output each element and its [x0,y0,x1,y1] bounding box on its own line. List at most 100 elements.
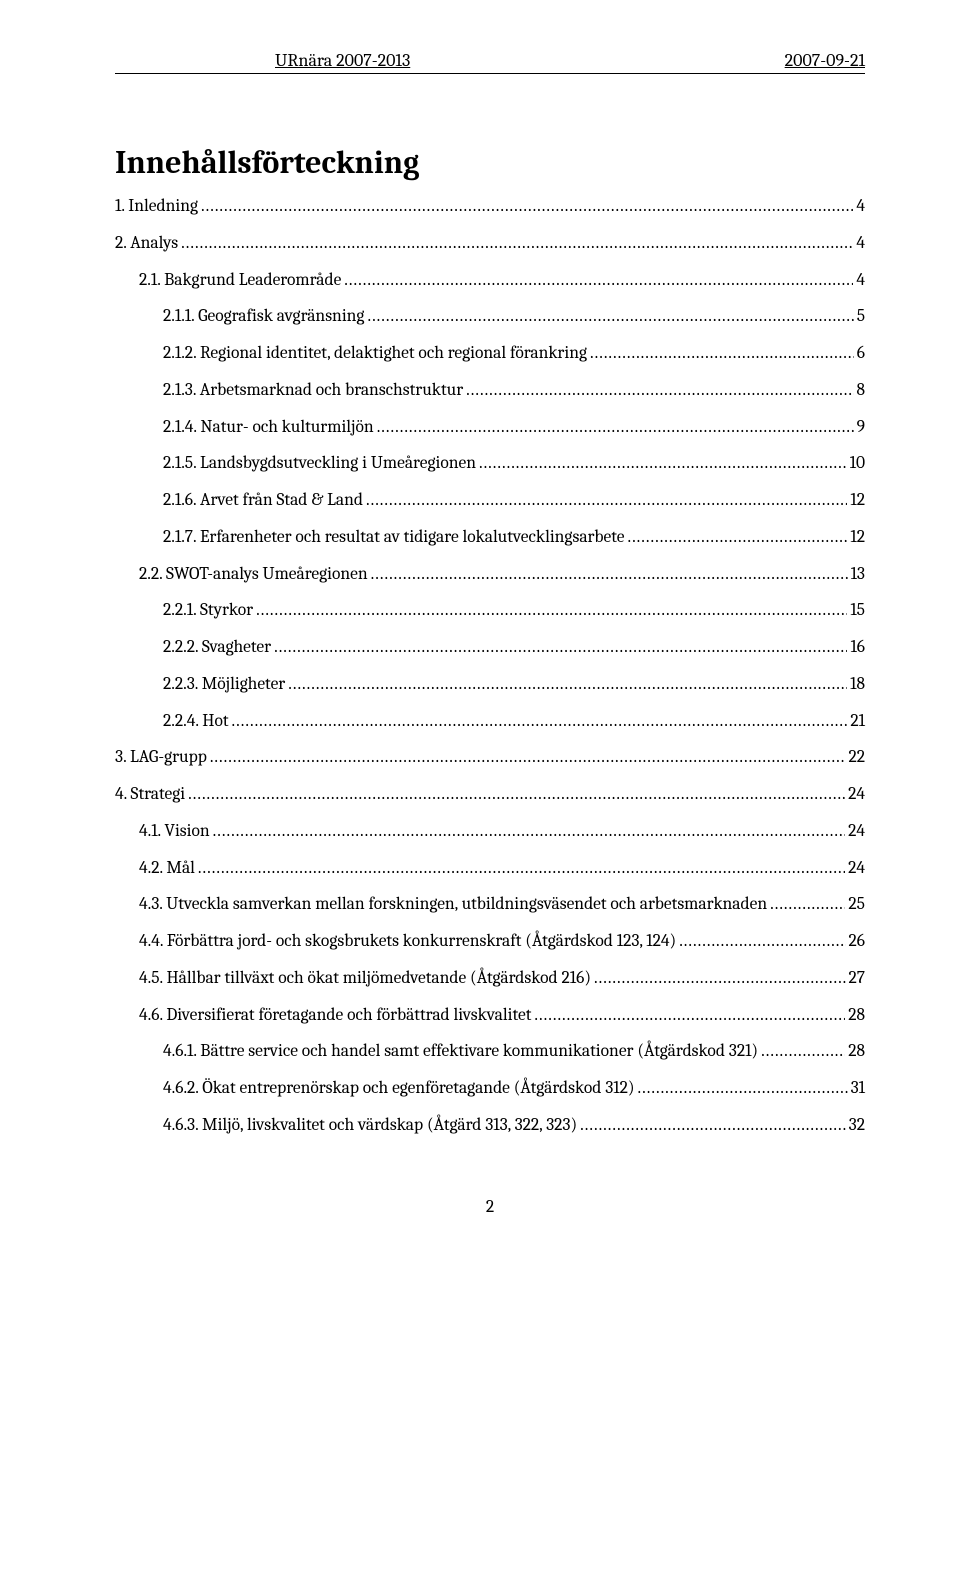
toc-dot-leader [210,746,846,769]
toc-entry-label: 4.6.3. Miljö, livskvalitet och värdskap … [163,1114,577,1137]
toc-dot-leader [590,342,854,365]
toc-dot-leader [366,489,847,512]
toc-entry-page: 15 [850,599,865,622]
toc-entry-page: 18 [850,673,865,696]
toc-dot-leader [371,563,848,586]
toc-entry: 2.1.6. Arvet från Stad & Land 12 [163,489,865,512]
toc-entry-label: 3. LAG-grupp [115,746,207,769]
toc-entry: 4.6. Diversifierat företagande och förbä… [139,1004,865,1027]
toc-entry-page: 13 [851,563,865,586]
toc-dot-leader [256,599,847,622]
toc-entry-label: 2.2.4. Hot [163,710,229,733]
toc-dot-leader [479,452,847,475]
toc-dot-leader [367,305,853,328]
toc-entry-label: 2.1. Bakgrund Leaderområde [139,269,341,292]
toc-entry: 2.2. SWOT-analys Umeåregionen13 [139,563,865,586]
toc-entry-label: 2.1.3. Arbetsmarknad och branschstruktur [163,379,463,402]
toc-entry-label: 1. Inledning [115,195,198,218]
toc-entry-label: 2.1.5. Landsbygdsutveckling i Umeåregion… [163,452,476,475]
table-of-contents: 1. Inledning42. Analys42.1. Bakgrund Lea… [115,195,865,1137]
toc-entry: 2.2.3. Möjligheter 18 [163,673,865,696]
toc-entry-page: 12 [850,526,865,549]
toc-entry-page: 4 [856,195,865,218]
toc-dot-leader [638,1077,848,1100]
toc-entry: 2.2.1. Styrkor 15 [163,599,865,622]
toc-dot-leader [181,232,853,255]
toc-entry: 2.1.4. Natur- och kulturmiljön 9 [163,416,865,439]
toc-dot-leader [580,1114,846,1137]
toc-entry: 4.6.3. Miljö, livskvalitet och värdskap … [163,1114,865,1137]
toc-entry-page: 12 [850,489,865,512]
toc-entry-page: 28 [848,1040,865,1063]
toc-entry-label: 2.1.6. Arvet från Stad & Land [163,489,363,512]
document-page: URnära 2007-2013 2007-09-21 Innehållsför… [0,0,960,1257]
toc-entry-label: 2. Analys [115,232,178,255]
toc-entry-page: 26 [849,930,866,953]
toc-entry: 2.1.3. Arbetsmarknad och branschstruktur… [163,379,865,402]
toc-entry: 4.4. Förbättra jord- och skogsbrukets ko… [139,930,865,953]
toc-entry-page: 22 [848,746,865,769]
toc-entry: 2.2.4. Hot 21 [163,710,865,733]
toc-entry-label: 4. Strategi [115,783,185,806]
toc-entry-label: 2.1.2. Regional identitet, delaktighet o… [163,342,587,365]
toc-entry-label: 2.1.7. Erfarenheter och resultat av tidi… [163,526,624,549]
toc-entry-label: 4.6. Diversifierat företagande och förbä… [139,1004,531,1027]
toc-entry-label: 2.2.3. Möjligheter [163,673,285,696]
toc-entry: 4.2. Mål 24 [139,857,865,880]
toc-entry: 2.1.2. Regional identitet, delaktighet o… [163,342,865,365]
toc-entry: 3. LAG-grupp 22 [115,746,865,769]
header-divider [115,73,865,74]
toc-entry-page: 24 [848,857,865,880]
toc-dot-leader [213,820,845,843]
toc-entry-page: 21 [850,710,865,733]
toc-entry-label: 4.5. Hållbar tillväxt och ökat miljömedv… [139,967,591,990]
toc-entry-page: 6 [857,342,865,365]
toc-entry-label: 2.1.1. Geografisk avgränsning [163,305,364,328]
toc-dot-leader [761,1040,845,1063]
toc-entry-page: 24 [848,783,865,806]
toc-dot-leader [770,893,845,916]
toc-dot-leader [232,710,848,733]
toc-entry-page: 4 [856,232,865,255]
toc-entry: 2.2.2. Svagheter 16 [163,636,865,659]
toc-entry: 2.1.1. Geografisk avgränsning 5 [163,305,865,328]
toc-dot-leader [288,673,847,696]
toc-entry-page: 16 [850,636,865,659]
toc-entry-label: 2.2.1. Styrkor [163,599,253,622]
toc-entry-label: 2.2.2. Svagheter [163,636,271,659]
toc-entry-label: 4.2. Mål [139,857,195,880]
toc-entry-label: 4.4. Förbättra jord- och skogsbrukets ko… [139,930,676,953]
toc-entry: 2.1.7. Erfarenheter och resultat av tidi… [163,526,865,549]
toc-dot-leader [594,967,845,990]
toc-entry-label: 4.3. Utveckla samverkan mellan forskning… [139,893,767,916]
page-number: 2 [486,1197,494,1217]
toc-entry-label: 4.6.2. Ökat entreprenörskap och egenföre… [163,1077,635,1100]
toc-dot-leader [377,416,854,439]
toc-entry-page: 10 [850,452,865,475]
toc-entry: 2.1. Bakgrund Leaderområde 4 [139,269,865,292]
toc-entry-page: 5 [857,305,865,328]
toc-entry: 1. Inledning 4 [115,195,865,218]
toc-dot-leader [627,526,847,549]
toc-entry: 4.5. Hållbar tillväxt och ökat miljömedv… [139,967,865,990]
toc-dot-leader [201,195,853,218]
toc-entry-page: 32 [849,1114,865,1137]
toc-entry-page: 9 [857,416,865,439]
header-left-text: URnära 2007-2013 [275,50,410,71]
toc-dot-leader [344,269,853,292]
toc-dot-leader [679,930,845,953]
toc-entry: 4.6.1. Bättre service och handel samt ef… [163,1040,865,1063]
toc-entry-label: 2.1.4. Natur- och kulturmiljön [163,416,374,439]
toc-dot-leader [466,379,853,402]
toc-entry: 2.1.5. Landsbygdsutveckling i Umeåregion… [163,452,865,475]
header-right-text: 2007-09-21 [785,50,865,71]
toc-entry: 4.1. Vision24 [139,820,865,843]
toc-dot-leader [274,636,847,659]
toc-entry-page: 31 [851,1077,865,1100]
page-footer: 2 [115,1197,865,1217]
toc-entry-page: 28 [848,1004,865,1027]
toc-entry-label: 4.1. Vision [139,820,210,843]
toc-entry-page: 4 [856,269,865,292]
toc-entry-label: 4.6.1. Bättre service och handel samt ef… [163,1040,758,1063]
toc-entry: 4.6.2. Ökat entreprenörskap och egenföre… [163,1077,865,1100]
